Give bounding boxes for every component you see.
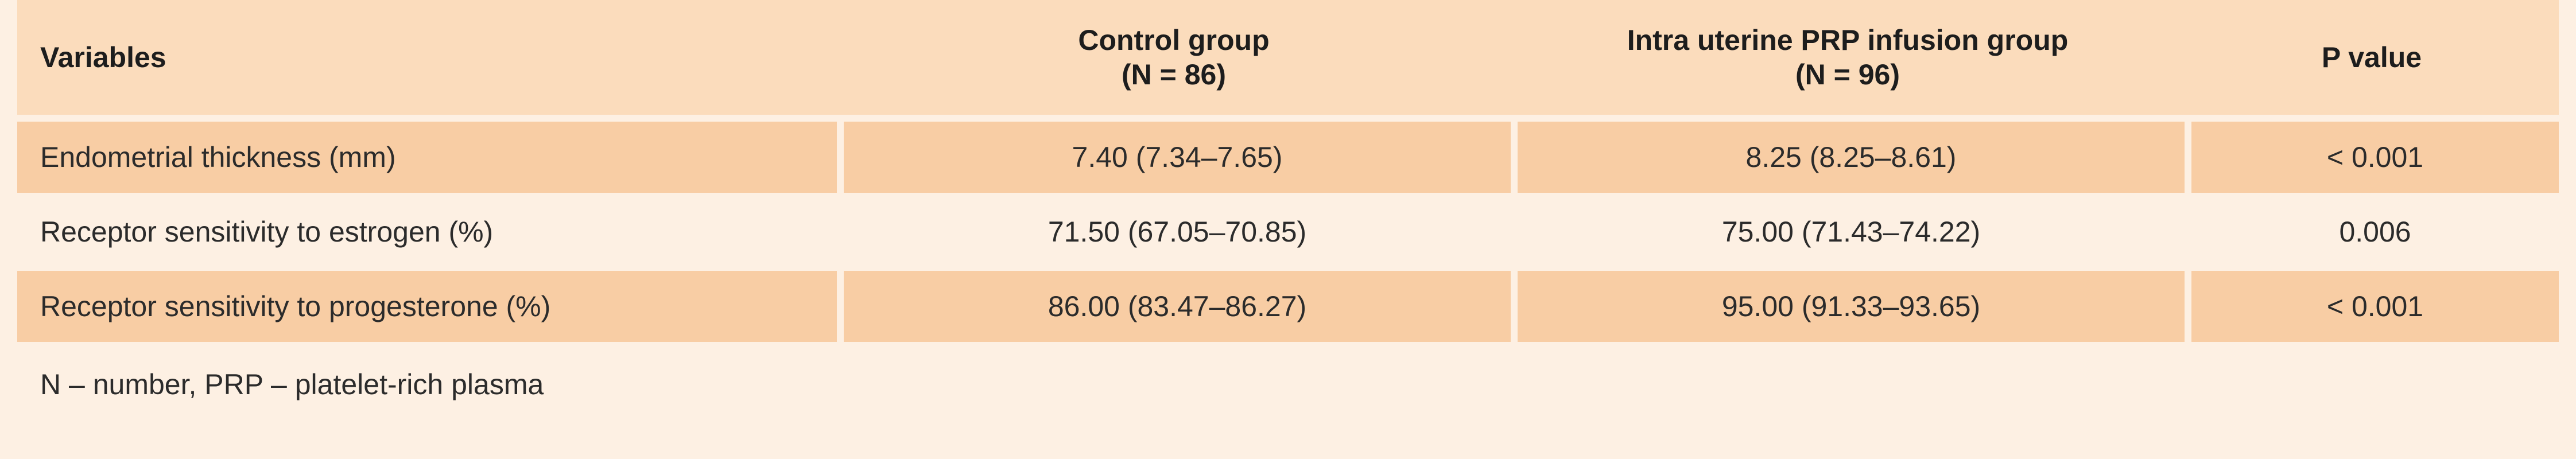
row-control-value: 86.00 (83.47–86.27): [837, 271, 1511, 345]
header-control-group: Control group (N = 86): [837, 0, 1511, 115]
row-pvalue: 0.006: [2185, 196, 2559, 271]
row-prp-value: 95.00 (91.33–93.65): [1511, 271, 2185, 345]
results-table-container: Variables Control group (N = 86) Intra u…: [17, 0, 2559, 345]
row-prp-value: 8.25 (8.25–8.61): [1511, 115, 2185, 196]
header-pvalue: P value: [2185, 0, 2559, 115]
table-row: Endometrial thickness (mm) 7.40 (7.34–7.…: [17, 115, 2559, 196]
header-variables: Variables: [17, 0, 837, 115]
row-control-value: 7.40 (7.34–7.65): [837, 115, 1511, 196]
table-row: Receptor sensitivity to progesterone (%)…: [17, 271, 2559, 345]
row-control-value: 71.50 (67.05–70.85): [837, 196, 1511, 271]
header-control-n: (N = 86): [1121, 59, 1226, 91]
table-footnote: N – number, PRP – platelet-rich plasma: [40, 368, 544, 400]
header-prp-title: Intra uterine PRP infusion group: [1627, 24, 2069, 56]
row-variable: Endometrial thickness (mm): [17, 115, 837, 196]
row-variable: Receptor sensitivity to estrogen (%): [17, 196, 837, 271]
header-prp-group: Intra uterine PRP infusion group (N = 96…: [1511, 0, 2185, 115]
row-prp-value: 75.00 (71.43–74.22): [1511, 196, 2185, 271]
row-pvalue: < 0.001: [2185, 115, 2559, 196]
header-prp-n: (N = 96): [1795, 59, 1900, 91]
header-control-title: Control group: [1078, 24, 1270, 56]
row-variable: Receptor sensitivity to progesterone (%): [17, 271, 837, 345]
table-row: Receptor sensitivity to estrogen (%) 71.…: [17, 196, 2559, 271]
table-header-row: Variables Control group (N = 86) Intra u…: [17, 0, 2559, 115]
row-pvalue: < 0.001: [2185, 271, 2559, 345]
results-table: Variables Control group (N = 86) Intra u…: [17, 0, 2559, 345]
